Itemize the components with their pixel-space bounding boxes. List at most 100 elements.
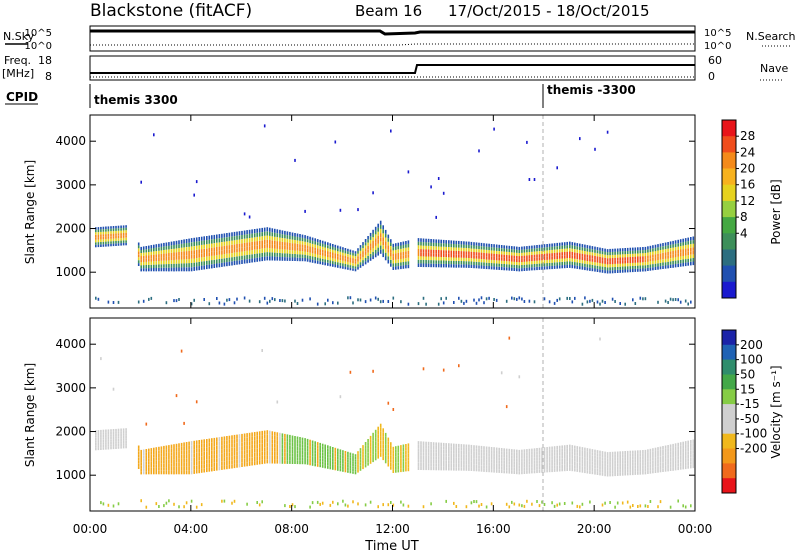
- power-cell: [175, 259, 178, 264]
- velocity-cell: [505, 470, 508, 474]
- power-cell: [619, 248, 621, 252]
- velocity-cell: [553, 452, 556, 456]
- power-cell: [679, 259, 682, 264]
- power-cell: [440, 257, 442, 261]
- velocity-cell: [690, 457, 692, 462]
- velocity-cell: [639, 450, 642, 454]
- power-cell: [420, 245, 422, 250]
- noise-sky-trace: [90, 29, 695, 36]
- velocity-cell: [649, 448, 652, 452]
- power-cell: [611, 251, 614, 255]
- velocity-cell: [508, 461, 511, 465]
- velocity-cell: [354, 469, 357, 472]
- power-cell: [218, 246, 221, 251]
- power-cell: [208, 243, 211, 248]
- power-cell: [684, 255, 687, 260]
- velocity-cell: [604, 463, 606, 467]
- power-cell: [652, 251, 654, 255]
- power-cell: [513, 255, 516, 259]
- power-cell: [211, 256, 213, 261]
- power-cell: [556, 259, 558, 263]
- power-cell: [241, 243, 243, 248]
- power-cell: [513, 249, 516, 253]
- power-cell: [334, 264, 337, 268]
- velocity-cell: [483, 452, 485, 456]
- velocity-cell: [173, 502, 175, 506]
- velocity-cell: [170, 466, 173, 471]
- velocity-cell: [352, 500, 354, 504]
- velocity-cell: [536, 457, 538, 461]
- power-cell: [379, 249, 382, 254]
- velocity-cell: [107, 436, 110, 440]
- velocity-cell: [206, 463, 208, 468]
- velocity-cell: [329, 446, 332, 450]
- velocity-cell: [551, 446, 553, 450]
- power-cell: [475, 245, 478, 249]
- velocity-cell: [238, 438, 241, 443]
- velocity-cell: [211, 463, 213, 468]
- power-cell: [402, 241, 405, 245]
- power-cell: [248, 254, 251, 259]
- power-cell: [624, 254, 626, 258]
- velocity-cell: [662, 455, 664, 459]
- power-cell: [165, 249, 168, 254]
- power-cell: [690, 254, 692, 259]
- velocity-cell: [332, 466, 334, 470]
- velocity-cell: [551, 468, 553, 473]
- velocity-cell: [263, 447, 266, 452]
- power-cell: [493, 256, 495, 261]
- velocity-cell: [422, 367, 425, 371]
- power-cell: [596, 247, 599, 251]
- velocity-cell: [425, 466, 427, 471]
- velocity-cell: [168, 499, 170, 503]
- velocity-cell: [155, 470, 158, 475]
- power-cell: [516, 246, 518, 250]
- velocity-cell: [528, 455, 531, 459]
- power-cell: [523, 258, 526, 262]
- power-cell: [195, 180, 198, 184]
- velocity-cell: [505, 464, 508, 468]
- power-cell: [493, 247, 495, 251]
- velocity-cell: [296, 453, 299, 458]
- power-cell: [137, 260, 140, 264]
- velocity-cell: [485, 449, 488, 453]
- velocity-cell: [609, 473, 611, 477]
- velocity-cell: [372, 432, 374, 437]
- power-cell: [390, 263, 392, 267]
- power-cell: [639, 296, 642, 300]
- power-cell: [369, 257, 372, 261]
- velocity-cell: [369, 435, 372, 440]
- power-cell: [185, 251, 188, 256]
- power-cell: [279, 229, 281, 234]
- power-cell: [480, 255, 483, 259]
- velocity-cell: [183, 462, 185, 467]
- velocity-cell: [382, 428, 384, 433]
- velocity-cell: [284, 448, 286, 453]
- power-cell: [276, 237, 279, 241]
- velocity-cell: [626, 457, 629, 461]
- power-cell: [311, 250, 314, 254]
- velocity-cell: [107, 439, 110, 442]
- power-cell: [301, 247, 304, 252]
- velocity-cell: [294, 450, 296, 454]
- velocity-cell: [218, 445, 221, 450]
- velocity-cell: [274, 439, 276, 444]
- velocity-cell: [586, 448, 589, 452]
- velocity-cell: [354, 471, 357, 475]
- power-cell: [324, 250, 326, 254]
- power-cell: [425, 263, 427, 268]
- power-cell: [120, 225, 122, 228]
- velocity-cell: [437, 446, 440, 450]
- power-cell: [528, 299, 531, 303]
- power-cell: [324, 241, 326, 245]
- velocity-cell: [435, 445, 437, 450]
- velocity-cell: [498, 454, 500, 458]
- velocity-cell: [195, 461, 198, 466]
- power-cell: [200, 249, 203, 254]
- velocity-cell: [518, 449, 521, 453]
- velocity-cell: [407, 467, 410, 472]
- power-cell: [450, 250, 453, 254]
- velocity-cell: [430, 466, 432, 471]
- velocity-cell: [195, 457, 198, 462]
- velocity-cell: [148, 467, 150, 472]
